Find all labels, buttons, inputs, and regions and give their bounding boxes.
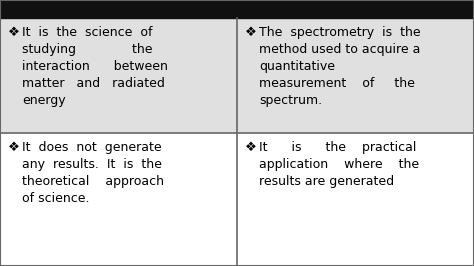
Text: ❖: ❖ [8,141,20,154]
Text: ❖: ❖ [245,141,257,154]
Text: It  is  the  science  of: It is the science of [22,26,153,39]
Bar [0,133,474,266]
Text: energy: energy [22,94,65,107]
Text: spectrum.: spectrum. [259,94,322,107]
Bar [0,0,474,18]
Text: method used to acquire a: method used to acquire a [259,43,420,56]
Text: measurement    of     the: measurement of the [259,77,415,90]
Text: theoretical    approach: theoretical approach [22,175,164,188]
Text: studying              the: studying the [22,43,153,56]
Text: interaction      between: interaction between [22,60,168,73]
Text: results are generated: results are generated [259,175,394,188]
Text: quantitative: quantitative [259,60,335,73]
Text: It      is      the    practical: It is the practical [259,141,416,154]
Text: application    where    the: application where the [259,158,419,171]
Text: The  spectrometry  is  the: The spectrometry is the [259,26,420,39]
Text: ❖: ❖ [245,26,257,39]
Text: any  results.  It  is  the: any results. It is the [22,158,162,171]
Text: It  does  not  generate: It does not generate [22,141,162,154]
Text: matter   and   radiated: matter and radiated [22,77,165,90]
Text: of science.: of science. [22,192,90,205]
Text: ❖: ❖ [8,26,20,39]
Bar [0,18,474,133]
